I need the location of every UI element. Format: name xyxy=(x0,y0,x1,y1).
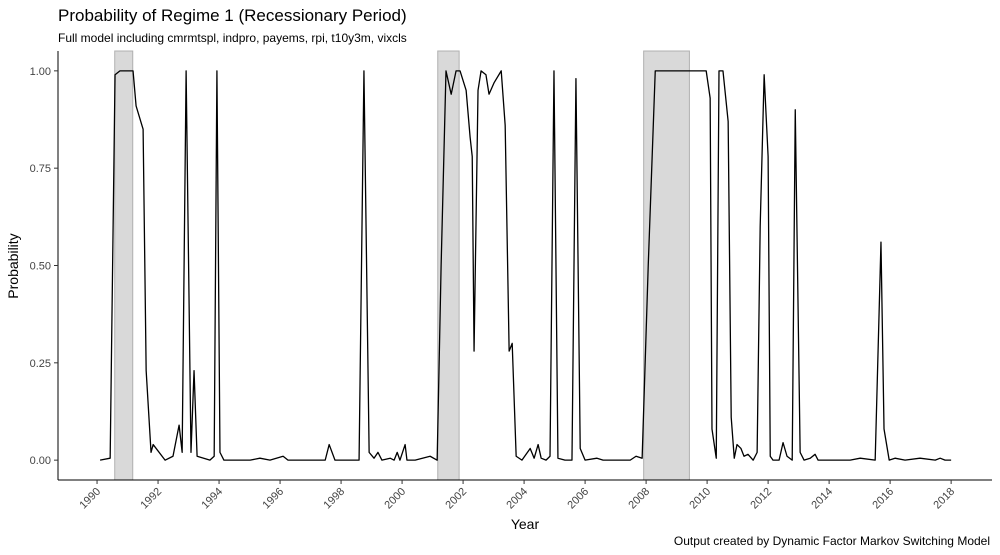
x-tick-label: 2018 xyxy=(931,486,957,512)
caption: Output created by Dynamic Factor Markov … xyxy=(674,534,990,548)
y-tick-label: 0.50 xyxy=(30,261,51,273)
x-tick-label: 2006 xyxy=(565,486,591,512)
y-tick-label: 1.00 xyxy=(30,66,51,78)
chart-subtitle: Full model including cmrmtspl, indpro, p… xyxy=(58,31,407,45)
x-tick-label: 1994 xyxy=(199,486,225,512)
x-tick-label: 1992 xyxy=(138,486,164,512)
recession-shade xyxy=(114,50,134,481)
x-tick-label: 2012 xyxy=(748,486,774,512)
x-tick-label: 2002 xyxy=(443,486,469,512)
recession-shade xyxy=(643,50,690,481)
x-tick-label: 1996 xyxy=(260,486,286,512)
x-tick-label: 2000 xyxy=(382,486,408,512)
x-tick-label: 2008 xyxy=(626,486,652,512)
y-axis-label: Probability xyxy=(5,233,21,298)
x-axis-label: Year xyxy=(511,516,540,532)
probability-line xyxy=(99,70,952,461)
y-tick-label: 0.25 xyxy=(30,358,51,370)
x-tick-label: 2004 xyxy=(504,486,530,512)
x-tick-label: 1998 xyxy=(321,486,347,512)
x-tick-label: 2016 xyxy=(870,486,896,512)
chart-title: Probability of Regime 1 (Recessionary Pe… xyxy=(58,6,407,25)
x-tick-label: 1990 xyxy=(77,486,103,512)
y-tick-label: 0.75 xyxy=(30,163,51,175)
x-tick-label: 2014 xyxy=(809,486,835,512)
x-tick-label: 2010 xyxy=(687,486,713,512)
y-tick-label: 0.00 xyxy=(30,455,51,467)
